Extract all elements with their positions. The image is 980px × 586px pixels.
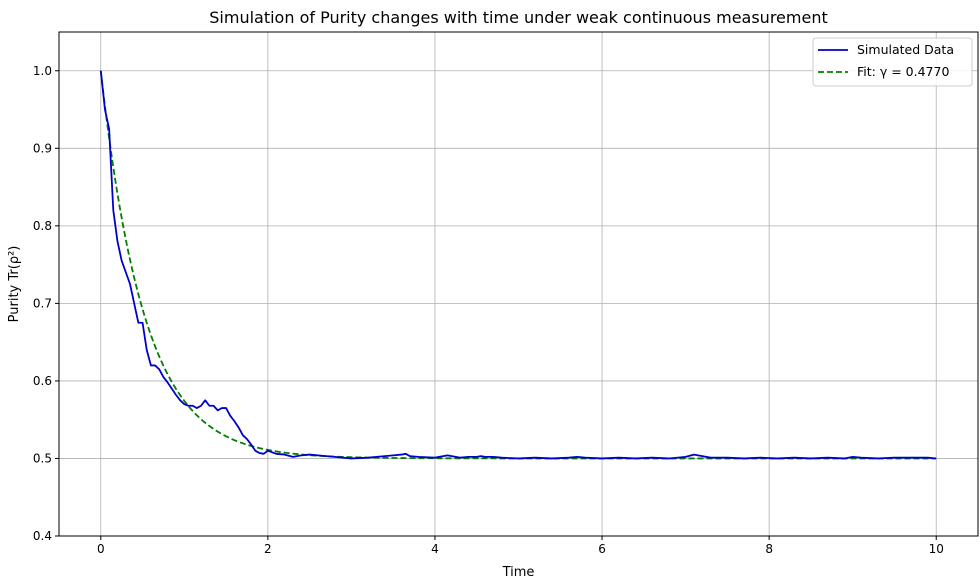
y-tick-label: 0.7 bbox=[33, 296, 52, 310]
plot-frame bbox=[58, 31, 979, 537]
axis-ticks: 0 2 4 6 8 10 0.4 0.5 0.6 0.7 0.8 0.9 1.0 bbox=[33, 64, 944, 556]
series-line-simulated bbox=[99, 70, 937, 460]
x-tick-label: 10 bbox=[929, 542, 944, 556]
y-tick-label: 0.6 bbox=[33, 374, 52, 388]
chart-title: Simulation of Purity changes with time u… bbox=[209, 8, 827, 27]
x-tick-label: 8 bbox=[765, 542, 773, 556]
series-line-fit bbox=[99, 70, 937, 460]
y-tick-label: 0.9 bbox=[33, 141, 52, 155]
y-tick-label: 0.4 bbox=[33, 529, 52, 543]
legend: Simulated Data Fit: γ = 0.4770 bbox=[812, 37, 973, 87]
legend-label: Simulated Data bbox=[857, 42, 954, 57]
grid-lines bbox=[59, 32, 978, 537]
x-axis-label: Time bbox=[502, 565, 535, 580]
x-tick-label: 6 bbox=[598, 542, 606, 556]
y-tick-label: 1.0 bbox=[33, 64, 52, 78]
y-axis-label: Purity Tr(ρ²) bbox=[7, 246, 22, 323]
x-tick-label: 4 bbox=[431, 542, 439, 556]
legend-box bbox=[812, 37, 973, 87]
series-layer bbox=[99, 70, 937, 460]
x-tick-label: 0 bbox=[97, 542, 105, 556]
y-tick-label: 0.8 bbox=[33, 219, 52, 233]
y-tick-label: 0.5 bbox=[33, 451, 52, 465]
x-tick-label: 2 bbox=[264, 542, 272, 556]
legend-label: Fit: γ = 0.4770 bbox=[857, 64, 949, 79]
